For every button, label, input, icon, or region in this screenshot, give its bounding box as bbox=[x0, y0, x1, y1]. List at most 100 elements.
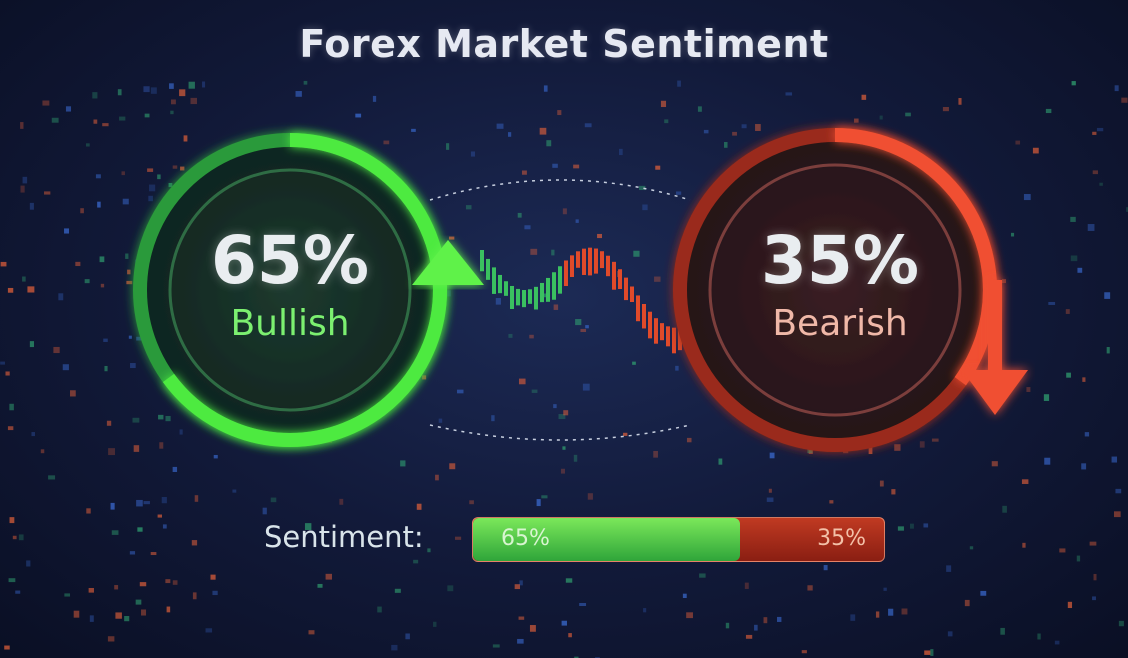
background-dot bbox=[919, 441, 925, 448]
background-dot bbox=[1113, 511, 1121, 518]
background-dot bbox=[435, 474, 439, 481]
background-dot bbox=[133, 445, 140, 452]
background-dot bbox=[560, 468, 565, 474]
background-dot bbox=[88, 587, 94, 593]
background-dot bbox=[703, 129, 709, 134]
background-dot bbox=[170, 110, 174, 115]
background-dot bbox=[411, 128, 416, 132]
background-dot bbox=[1045, 108, 1052, 114]
background-dot bbox=[561, 620, 567, 626]
background-dot bbox=[653, 450, 658, 458]
background-dot bbox=[861, 94, 867, 100]
background-dot bbox=[27, 286, 35, 293]
background-dot bbox=[165, 579, 171, 584]
background-dot bbox=[508, 333, 513, 338]
background-candle bbox=[564, 260, 568, 287]
background-dot bbox=[115, 612, 122, 619]
background-dot bbox=[422, 375, 427, 380]
background-dot bbox=[110, 502, 115, 510]
background-dot bbox=[194, 495, 199, 502]
background-dot bbox=[70, 390, 76, 397]
background-dot bbox=[1044, 457, 1051, 465]
background-dot bbox=[536, 499, 541, 507]
bullish-label: Bullish bbox=[230, 303, 350, 344]
background-dot bbox=[575, 219, 579, 223]
background-dot bbox=[618, 148, 623, 156]
connector-top bbox=[429, 179, 691, 201]
background-dot bbox=[924, 650, 931, 655]
background-dot bbox=[785, 92, 793, 96]
background-dot bbox=[1089, 541, 1097, 546]
background-dot bbox=[355, 113, 362, 118]
background-dot bbox=[9, 517, 15, 524]
background-candle bbox=[606, 255, 610, 277]
background-dot bbox=[1070, 255, 1078, 262]
background-dot bbox=[558, 414, 566, 420]
background-candle bbox=[666, 326, 670, 347]
background-dot bbox=[26, 560, 31, 567]
sentiment-bar: 65% 35% bbox=[472, 517, 885, 562]
background-dot bbox=[1081, 463, 1087, 470]
bearish-gauge bbox=[673, 128, 1028, 452]
background-dot bbox=[40, 449, 45, 454]
background-dot bbox=[755, 124, 761, 131]
background-dot bbox=[964, 599, 970, 607]
background-dot bbox=[725, 622, 730, 629]
background-dot bbox=[946, 565, 952, 572]
background-dot bbox=[531, 389, 538, 393]
background-dot bbox=[495, 298, 501, 305]
background-dot bbox=[470, 151, 476, 157]
background-dot bbox=[894, 444, 901, 451]
background-dot bbox=[213, 454, 218, 459]
background-dot bbox=[143, 501, 150, 505]
background-dot bbox=[1092, 131, 1097, 135]
background-dot bbox=[587, 493, 593, 500]
background-dot bbox=[1048, 301, 1056, 305]
background-dot bbox=[427, 548, 431, 553]
background-dot bbox=[517, 212, 522, 218]
background-dot bbox=[1022, 542, 1026, 548]
background-dot bbox=[699, 573, 706, 578]
background-dot bbox=[724, 142, 728, 148]
background-dot bbox=[48, 475, 56, 480]
background-candle bbox=[510, 285, 514, 309]
background-dot bbox=[7, 426, 14, 431]
background-dot bbox=[150, 552, 157, 556]
background-dot bbox=[1087, 224, 1095, 231]
background-dot bbox=[150, 87, 157, 94]
background-dot bbox=[519, 580, 523, 586]
background-dot bbox=[868, 447, 873, 454]
background-dot bbox=[114, 585, 119, 590]
background-dot bbox=[139, 582, 147, 587]
background-dot bbox=[391, 644, 398, 651]
background-dot bbox=[776, 616, 782, 622]
background-dot bbox=[148, 195, 153, 202]
background-dot bbox=[539, 127, 547, 135]
background-dot bbox=[232, 489, 237, 493]
background-dot bbox=[521, 170, 527, 175]
background-dot bbox=[93, 119, 98, 124]
background-dot bbox=[53, 346, 60, 354]
background-dot bbox=[1093, 573, 1097, 581]
background-dot bbox=[64, 228, 70, 234]
background-dot bbox=[161, 497, 167, 504]
background-dot bbox=[308, 630, 315, 635]
background-dot bbox=[80, 208, 84, 214]
background-dot bbox=[317, 583, 323, 588]
arrow-up-icon bbox=[412, 240, 484, 285]
arrow-down-icon bbox=[962, 280, 1028, 415]
background-dot bbox=[117, 89, 122, 96]
background-dot bbox=[991, 461, 998, 467]
background-dot bbox=[58, 293, 64, 301]
background-dot bbox=[165, 415, 171, 422]
background-dot bbox=[1104, 292, 1111, 299]
background-dot bbox=[394, 588, 401, 593]
background-dot bbox=[124, 616, 130, 622]
background-dot bbox=[188, 81, 195, 89]
background-candle bbox=[492, 267, 496, 294]
background-dot bbox=[579, 602, 587, 607]
background-dot bbox=[135, 599, 142, 605]
background-dot bbox=[562, 446, 566, 450]
background-dot bbox=[104, 365, 108, 372]
background-dot bbox=[125, 253, 129, 259]
